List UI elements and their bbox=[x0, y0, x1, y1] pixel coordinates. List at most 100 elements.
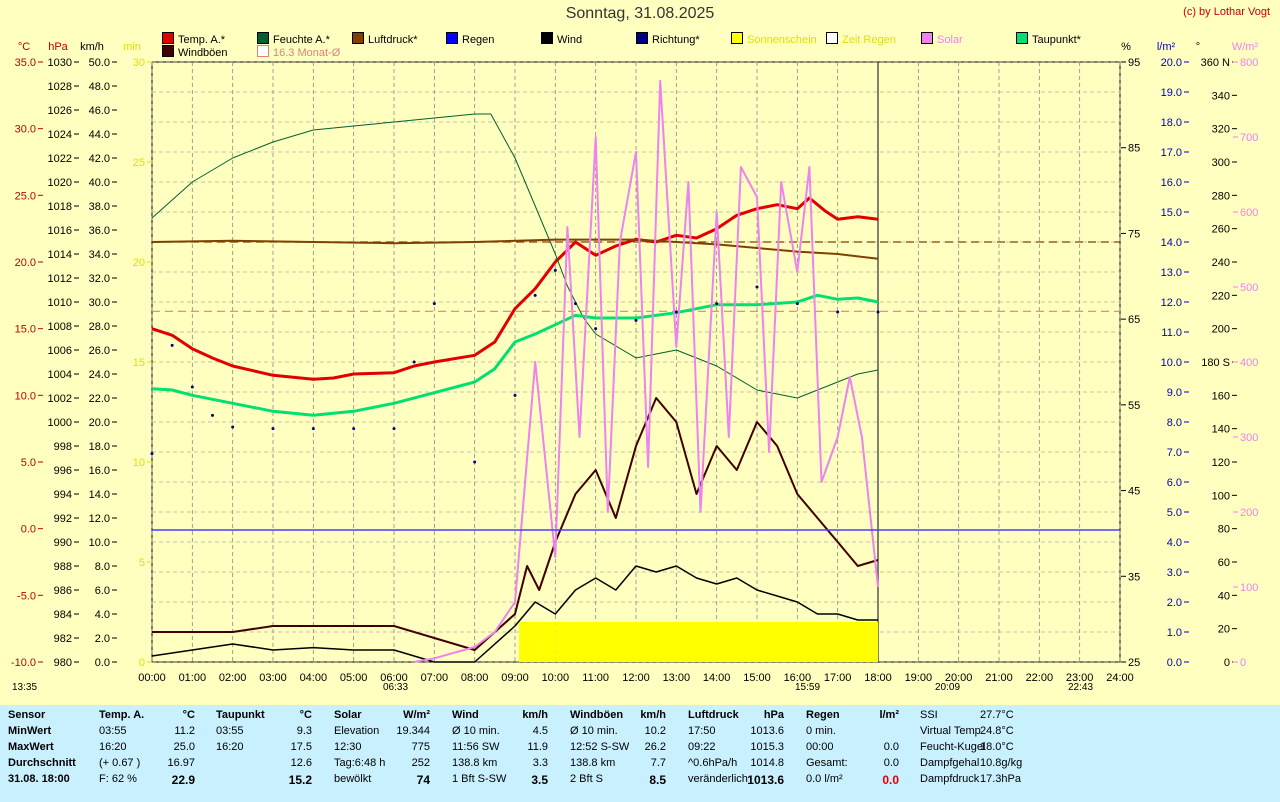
stats-extra: SSI 27.7°C Virtual Temp 24.8°C Feucht-Kugel 1… bbox=[918, 705, 1028, 791]
wind-axis-tick: 34.0 bbox=[89, 249, 110, 261]
legend-swatch bbox=[446, 32, 458, 44]
stats-value: 74 bbox=[416, 773, 430, 787]
pressure-axis-tick: 1026 bbox=[48, 105, 72, 117]
stats-row: F: 62 % 22.9 bbox=[95, 773, 203, 789]
rain-axis-tick: 6.0 bbox=[1167, 477, 1182, 489]
stats-value: 24.8°C bbox=[980, 725, 1014, 737]
direction-axis-tick: 80 bbox=[1218, 524, 1230, 536]
stats-row: Ø 10 min. 10.2 bbox=[566, 725, 674, 741]
stats-value: 15.2 bbox=[288, 773, 312, 787]
x-tick-label: 14:00 bbox=[703, 672, 731, 684]
minutes-axis-tick: 10 bbox=[133, 457, 145, 469]
stats-value: °C bbox=[182, 709, 195, 721]
stats-row: Tag:6:48 h 252 bbox=[330, 757, 438, 773]
stats-label: Luftdruck bbox=[688, 709, 739, 721]
rain-axis-tick: 17.0 bbox=[1161, 147, 1182, 159]
stats-label: Ø 10 min. bbox=[452, 725, 500, 737]
pressure-axis-tick: 1028 bbox=[48, 81, 72, 93]
legend-swatch bbox=[352, 32, 364, 44]
legend-item: Luftdruck* bbox=[352, 32, 418, 46]
stats-row: 16:20 17.5 bbox=[212, 741, 320, 757]
stats-label: 138.8 km bbox=[570, 757, 616, 769]
direction-point bbox=[795, 302, 799, 306]
stats-column: Temp. A. °C 03:55 11.2 16:20 25.0 (+ 0.67 ) 16.… bbox=[95, 705, 203, 791]
legend-label: 16.3 Monat-Ø bbox=[273, 47, 341, 59]
stats-label: 12:52 S-SW bbox=[570, 741, 630, 753]
legend-label: Richtung* bbox=[652, 34, 700, 46]
direction-point bbox=[170, 343, 174, 347]
wind-axis-tick: 24.0 bbox=[89, 369, 110, 381]
legend-item: Wind bbox=[541, 32, 582, 46]
stats-label: Gesamt: bbox=[806, 757, 848, 769]
stats-row: bewölkt 74 bbox=[330, 773, 438, 789]
stats-label: Durchschnitt bbox=[8, 757, 76, 769]
humidity-axis-tick: 85 bbox=[1128, 143, 1140, 155]
rain-axis-tick: 18.0 bbox=[1161, 117, 1182, 129]
temp-axis-tick: -10.0 bbox=[11, 657, 36, 669]
rain-axis-tick: 16.0 bbox=[1161, 177, 1182, 189]
stats-value: 1013.6 bbox=[750, 725, 784, 737]
stats-row: Virtual Temp 24.8°C bbox=[918, 725, 1028, 741]
legend-item: Temp. A.* bbox=[162, 32, 225, 46]
legend-item: Windböen bbox=[162, 45, 228, 59]
direction-point bbox=[836, 310, 840, 314]
stats-value: 17.3hPa bbox=[980, 773, 1021, 785]
stats-label: 03:55 bbox=[216, 725, 244, 737]
x-tick-label: 19:00 bbox=[905, 672, 933, 684]
stats-label: Temp. A. bbox=[99, 709, 145, 721]
stats-value: 0.0 bbox=[883, 757, 899, 769]
stats-row: 31.08. 18:00 bbox=[8, 773, 88, 789]
rain-axis-tick: 4.0 bbox=[1167, 537, 1182, 549]
stats-value: 16.97 bbox=[167, 757, 195, 769]
stats-row: 0 min. bbox=[802, 725, 907, 741]
rain-axis-tick: 3.0 bbox=[1167, 567, 1182, 579]
legend-item: Zeit Regen bbox=[826, 32, 896, 46]
x-tick-label: 05:00 bbox=[340, 672, 368, 684]
wind-axis-tick: 44.0 bbox=[89, 129, 110, 141]
x-tick-label: 06:00 bbox=[380, 672, 408, 684]
rain-axis-tick: 0.0 bbox=[1167, 657, 1182, 669]
direction-axis-tick: 280 bbox=[1212, 190, 1230, 202]
unit-min: min bbox=[123, 41, 141, 53]
unit-humidity: % bbox=[1121, 41, 1131, 53]
stats-value: 1014.8 bbox=[750, 757, 784, 769]
x-tick-label: 21:00 bbox=[985, 672, 1013, 684]
stats-row: Dampfdruck 17.3hPa bbox=[918, 773, 1028, 789]
stats-label: Windböen bbox=[570, 709, 624, 721]
x-tick-label: 07:00 bbox=[421, 672, 449, 684]
legend-swatch bbox=[731, 32, 743, 44]
series-line-luftdruck bbox=[151, 238, 879, 260]
sun-marker-sunrise: 06:33 bbox=[383, 682, 409, 693]
wind-axis-tick: 4.0 bbox=[95, 609, 110, 621]
stats-row: Ø 10 min. 4.5 bbox=[448, 725, 556, 741]
stats-column: Windböen km/h Ø 10 min. 10.2 12:52 S-SW 26.2 1… bbox=[566, 705, 674, 791]
wind-axis-tick: 8.0 bbox=[95, 561, 110, 573]
stats-value: 11.9 bbox=[527, 741, 548, 753]
wind-axis-tick: 42.0 bbox=[89, 153, 110, 165]
stats-row: Durchschnitt bbox=[8, 757, 88, 773]
wind-axis-tick: 20.0 bbox=[89, 417, 110, 429]
stats-label: 31.08. 18:00 bbox=[8, 773, 70, 785]
x-tick-label: 12:00 bbox=[622, 672, 650, 684]
direction-axis-tick: 360 N bbox=[1201, 57, 1230, 69]
stats-label: Tag:6:48 h bbox=[334, 757, 386, 769]
pressure-axis-tick: 1016 bbox=[48, 225, 72, 237]
wind-axis-tick: 40.0 bbox=[89, 177, 110, 189]
stats-value: 3.5 bbox=[531, 773, 548, 787]
humidity-axis-tick: 95 bbox=[1128, 57, 1140, 69]
stats-table: Sensor MinWert MaxWert Durchschnitt 31.08. 1… bbox=[0, 705, 1280, 802]
stats-row: 00:00 0.0 bbox=[802, 741, 907, 757]
solar-axis-tick: 300 bbox=[1240, 432, 1258, 444]
stats-label: (+ 0.67 ) bbox=[99, 757, 141, 769]
wind-axis-tick: 12.0 bbox=[89, 513, 110, 525]
unit-wind: km/h bbox=[80, 41, 104, 53]
stats-row: 138.8 km 7.7 bbox=[566, 757, 674, 773]
stats-value: 22.9 bbox=[171, 773, 195, 787]
temp-axis-tick: 20.0 bbox=[15, 257, 36, 269]
stats-row: 138.8 km 3.3 bbox=[448, 757, 556, 773]
stats-row: (+ 0.67 ) 16.97 bbox=[95, 757, 203, 773]
direction-axis-tick: 160 bbox=[1212, 390, 1230, 402]
stats-label: 11:56 SW bbox=[452, 741, 500, 753]
humidity-axis-tick: 65 bbox=[1128, 314, 1140, 326]
stats-label: Wind bbox=[452, 709, 479, 721]
